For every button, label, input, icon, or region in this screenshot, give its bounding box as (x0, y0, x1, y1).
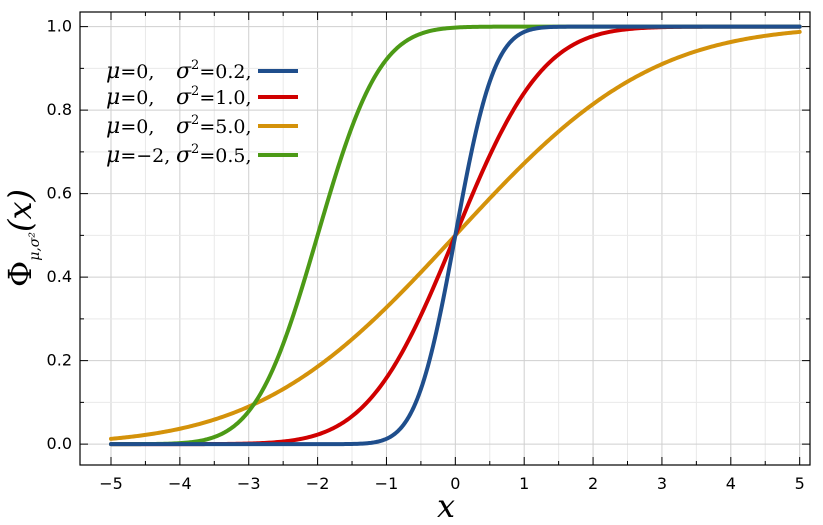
legend-mu-label: μ=0, (106, 59, 154, 84)
legend-sigma-symbol: σ (176, 143, 192, 168)
y-tick-label: 1.0 (47, 17, 72, 36)
plot-frame (79, 11, 811, 466)
x-tick-labels: −5 −4 −3 −2 −1 0 1 2 3 4 5 (99, 474, 805, 493)
legend-mu-symbol: μ (106, 143, 120, 168)
x-tick-label: 4 (726, 474, 736, 493)
x-tick-label: −3 (237, 474, 261, 493)
x-tick-label: 5 (795, 474, 805, 493)
y-axis-title-subscript: μ,σ² (27, 232, 43, 261)
x-tick-label: 1 (519, 474, 529, 493)
series-curves (108, 24, 802, 447)
legend: μ=0, σ2=0.2,μ=0, σ2=1.0,μ=0, σ2=5.0,μ=−2, σ2… (106, 58, 298, 168)
legend-sigma-label: σ2=0.5, (176, 142, 252, 168)
legend-sigma-symbol: σ (176, 59, 192, 84)
legend-sigma-label: σ2=1.0, (176, 84, 252, 110)
x-tick-label: 3 (657, 474, 667, 493)
x-tick-label: 0 (450, 474, 460, 493)
y-axis-title-main: Φ (1, 261, 39, 287)
legend-sigma-exponent: 2 (191, 84, 199, 99)
y-tick-label: 0.4 (47, 267, 72, 286)
x-tick-label: 2 (588, 474, 598, 493)
legend-sigma-label: σ2=5.0, (176, 113, 252, 139)
legend-mu-symbol: μ (106, 114, 120, 139)
legend-mu-symbol: μ (106, 85, 120, 110)
y-axis-title: Φμ,σ²(x) (1, 189, 43, 287)
legend-mu-value: =−2, (120, 145, 170, 167)
legend-sigma-exponent: 2 (191, 58, 199, 73)
y-tick-label: 0.0 (47, 434, 72, 453)
legend-mu-label: μ=0, (106, 85, 154, 110)
x-tick-label: −1 (375, 474, 399, 493)
legend-mu-value: =0, (120, 87, 154, 109)
legend-sigma-value: =0.2, (199, 61, 251, 83)
legend-sigma-symbol: σ (176, 114, 192, 139)
x-tick-label: −5 (99, 474, 123, 493)
x-tick-label: −4 (168, 474, 192, 493)
legend-mu-symbol: μ (106, 59, 120, 84)
legend-sigma-value: =1.0, (199, 87, 251, 109)
legend-sigma-label: σ2=0.2, (176, 58, 252, 84)
x-tick-label: −2 (306, 474, 330, 493)
x-axis-title: x (437, 487, 455, 525)
legend-mu-label: μ=0, (106, 114, 154, 139)
series-line-0 (108, 24, 802, 447)
svg-text:Φμ,σ²(x): Φμ,σ²(x) (1, 189, 43, 287)
legend-mu-value: =0, (120, 61, 154, 83)
legend-sigma-exponent: 2 (191, 142, 199, 157)
y-tick-labels: 0.0 0.2 0.4 0.6 0.8 1.0 (47, 17, 72, 454)
y-tick-label: 0.8 (47, 100, 72, 119)
y-tick-label: 0.6 (47, 184, 72, 203)
legend-sigma-symbol: σ (176, 85, 192, 110)
axis-ticks (80, 12, 810, 465)
y-tick-label: 0.2 (47, 351, 72, 370)
y-axis-title-argument: (x) (1, 189, 39, 232)
legend-sigma-value: =5.0, (199, 116, 251, 138)
legend-mu-label: μ=−2, (106, 143, 170, 168)
legend-mu-value: =0, (120, 116, 154, 138)
legend-sigma-value: =0.5, (199, 145, 251, 167)
legend-sigma-exponent: 2 (191, 113, 199, 128)
